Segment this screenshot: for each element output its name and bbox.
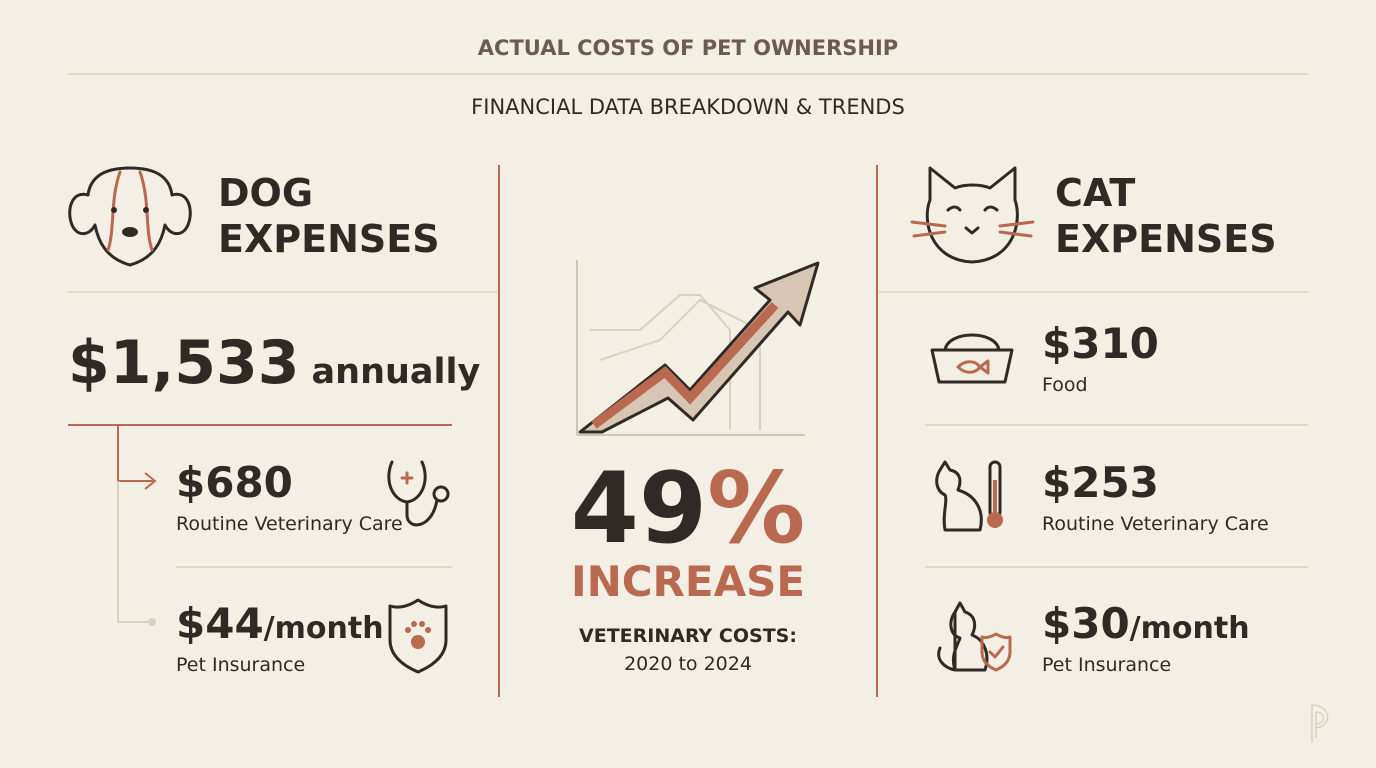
amount: $1,533 bbox=[68, 328, 300, 398]
dog-title: DOG bbox=[218, 171, 313, 215]
vet-icon bbox=[387, 460, 450, 527]
item-label: Pet Insurance bbox=[176, 654, 305, 676]
dot bbox=[148, 618, 156, 626]
cat-insurance-icon bbox=[937, 601, 1012, 672]
percent-sign: % bbox=[707, 452, 805, 566]
trend-graphic bbox=[576, 260, 820, 436]
percent: 49% bbox=[571, 452, 806, 566]
unit: /month bbox=[264, 611, 384, 646]
dog-title: EXPENSES bbox=[218, 217, 440, 261]
percent-number: 49 bbox=[571, 452, 707, 566]
insurance-icon bbox=[388, 598, 448, 674]
dog-icon bbox=[68, 166, 192, 267]
connector bbox=[117, 481, 150, 623]
cat-title: EXPENSES bbox=[1055, 217, 1277, 261]
dog-total: $1,533 annually bbox=[68, 328, 481, 398]
item-amount: $44/month bbox=[176, 599, 384, 648]
amount: $44 bbox=[176, 599, 264, 648]
caption: VETERINARY COSTS: bbox=[579, 625, 797, 647]
period: 2020 to 2024 bbox=[624, 653, 752, 675]
item-amount: $310 bbox=[1042, 319, 1159, 368]
item-label: Routine Veterinary Care bbox=[176, 513, 403, 535]
subtitle: FINANCIAL DATA BREAKDOWN & TRENDS bbox=[471, 95, 905, 119]
item-label: Routine Veterinary Care bbox=[1042, 513, 1269, 535]
item-amount: $253 bbox=[1042, 458, 1159, 507]
title: ACTUAL COSTS OF PET OWNERSHIP bbox=[478, 36, 898, 60]
unit: /month bbox=[1130, 611, 1250, 646]
item-amount: $680 bbox=[176, 458, 293, 507]
item-amount: $30/month bbox=[1042, 599, 1250, 648]
logo bbox=[1311, 704, 1329, 742]
cat-title: CAT bbox=[1055, 171, 1135, 215]
increase-word: INCREASE bbox=[571, 557, 805, 606]
food-icon bbox=[930, 333, 1014, 384]
amount: $30 bbox=[1042, 599, 1130, 648]
item-label: Pet Insurance bbox=[1042, 654, 1171, 676]
item-label: Food bbox=[1042, 374, 1088, 396]
cat-icon bbox=[910, 166, 1035, 264]
unit: annually bbox=[312, 352, 481, 392]
cat-vet-icon bbox=[935, 460, 1003, 532]
